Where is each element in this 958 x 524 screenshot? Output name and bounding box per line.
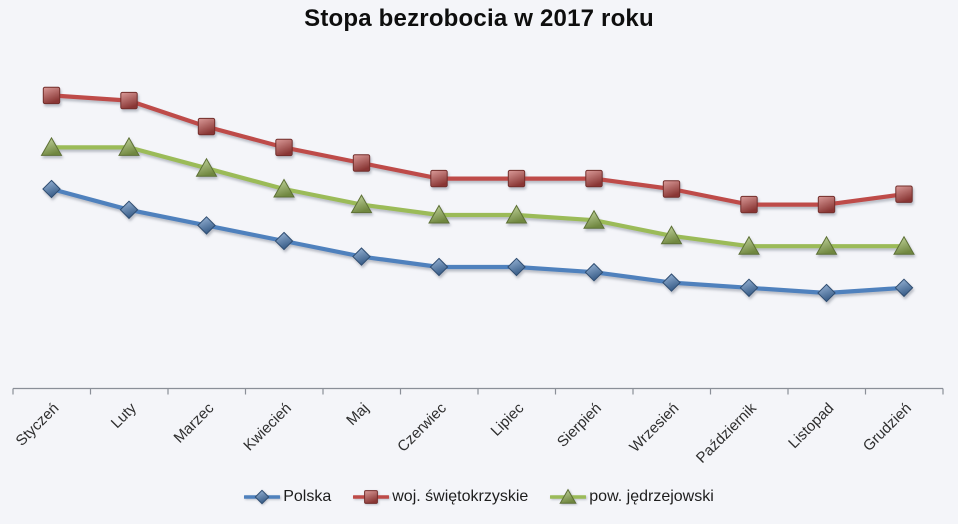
series-line-1 xyxy=(49,93,907,207)
diamond-marker xyxy=(119,200,139,220)
x-axis xyxy=(12,387,944,395)
square-marker xyxy=(817,195,836,214)
triangle-marker xyxy=(559,488,577,504)
diamond-marker xyxy=(584,262,604,282)
square-marker xyxy=(895,185,913,203)
x-axis-label: Sierpień xyxy=(554,400,605,451)
line-chart-plot: Styczeń Luty Marzec Kwiecień Maj Czerwiec Lipi… xyxy=(12,86,944,467)
triangle-marker xyxy=(893,235,915,255)
series-square xyxy=(42,86,913,214)
x-axis-label: Wrzesień xyxy=(626,400,682,456)
x-axis-label: Listopad xyxy=(785,400,837,452)
triangle-marker xyxy=(428,204,450,224)
diamond-marker xyxy=(274,231,294,251)
diamond-marker xyxy=(817,283,836,303)
triangle-marker xyxy=(118,136,140,156)
square-marker xyxy=(120,91,138,110)
diamond-marker xyxy=(894,278,914,298)
legend-item: pow. jędrzejowski xyxy=(550,487,714,507)
square-marker xyxy=(197,117,216,136)
legend-swatch-diamond xyxy=(244,489,281,505)
x-axis-label: Październik xyxy=(693,399,760,466)
triangle-marker xyxy=(738,235,760,255)
diamond-marker xyxy=(197,216,216,235)
triangle-marker xyxy=(815,235,838,255)
square-marker xyxy=(662,180,681,198)
diamond-marker xyxy=(352,247,371,266)
x-axis-label: Grudzień xyxy=(860,400,915,455)
chart-legend: Polska woj. świętokrzyskie pow. jędrzejows… xyxy=(0,487,958,507)
series-diamond xyxy=(42,179,914,303)
diamond-marker xyxy=(429,257,449,277)
triangle-marker xyxy=(660,225,683,245)
x-axis-label: Marzec xyxy=(171,399,218,446)
diamond-marker xyxy=(507,257,526,277)
series-line-2 xyxy=(49,145,907,249)
square-marker xyxy=(275,138,293,157)
square-marker xyxy=(430,169,448,188)
legend-label: Polska xyxy=(283,488,332,505)
x-axis-label: Styczeń xyxy=(13,400,63,450)
legend-label: woj. świętokrzyskie xyxy=(392,488,529,505)
diamond-marker xyxy=(739,278,759,298)
triangle-marker xyxy=(195,157,218,177)
legend-swatch-square xyxy=(353,490,390,504)
triangle-marker xyxy=(273,178,295,198)
triangle-marker xyxy=(505,204,528,224)
legend-label: pow. jędrzejowski xyxy=(589,488,714,505)
chart-title: Stopa bezrobocia w 2017 roku xyxy=(304,5,654,32)
square-marker xyxy=(740,195,758,214)
diamond-marker xyxy=(662,273,681,292)
x-axis-label: Maj xyxy=(343,400,372,429)
diamond-marker xyxy=(254,489,270,505)
triangle-marker xyxy=(350,194,373,214)
legend-swatch-triangle xyxy=(550,488,587,504)
diamond-marker xyxy=(42,179,61,199)
legend-item: woj. świętokrzyskie xyxy=(353,487,528,507)
series-line-0 xyxy=(49,186,907,296)
square-marker xyxy=(364,490,379,504)
series-triangle xyxy=(40,136,915,255)
square-marker xyxy=(585,169,603,188)
triangle-marker xyxy=(40,136,63,156)
square-marker xyxy=(42,86,61,105)
x-axis-label: Kwiecień xyxy=(240,400,294,454)
square-marker xyxy=(507,169,526,188)
triangle-marker xyxy=(583,209,605,229)
x-axis-label: Luty xyxy=(108,399,140,431)
square-marker xyxy=(352,154,371,172)
x-axis-label: Lipiec xyxy=(488,399,528,439)
x-axis-label: Czerwiec xyxy=(394,399,450,455)
legend-item: Polska xyxy=(244,487,331,507)
